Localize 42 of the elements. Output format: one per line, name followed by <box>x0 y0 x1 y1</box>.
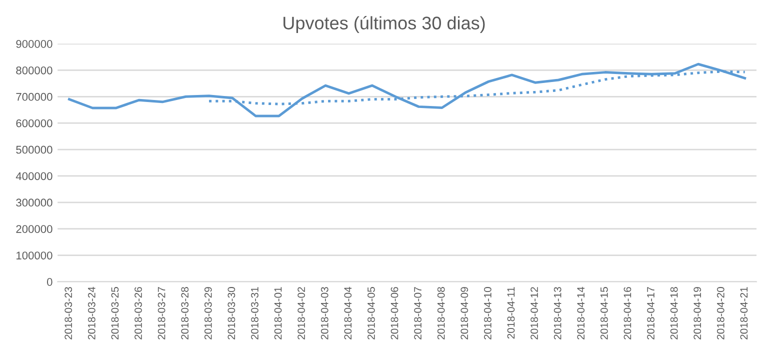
x-tick-label: 2018-04-13 <box>554 287 562 340</box>
x-tick-label: 2018-04-02 <box>298 287 306 340</box>
y-tick-label: 600000 <box>16 119 52 128</box>
x-tick-label: 2018-04-01 <box>274 287 282 340</box>
line-series <box>68 62 746 118</box>
x-tick-label: 2018-03-28 <box>181 287 189 340</box>
x-tick-label: 2018-04-11 <box>507 287 515 339</box>
y-tick-label: 500000 <box>16 146 52 154</box>
y-tick-label: 0 <box>46 278 52 286</box>
x-tick-label: 2018-04-03 <box>320 287 328 340</box>
x-tick-label: 2018-04-21 <box>740 287 748 340</box>
x-tick-label: 2018-04-08 <box>437 287 445 340</box>
x-tick-label: 2018-03-29 <box>204 287 212 340</box>
x-tick-label: 2018-03-25 <box>111 287 119 340</box>
y-tick-label: 100000 <box>16 252 52 260</box>
y-tick-label: 200000 <box>16 225 52 233</box>
x-tick-label: 2018-03-23 <box>64 287 72 340</box>
y-tick-label: 800000 <box>16 66 52 74</box>
x-tick-label: 2018-03-26 <box>134 287 142 340</box>
chart-title: Upvotes (últimos 30 dias) <box>284 16 485 34</box>
x-tick-label: 2018-04-10 <box>484 287 492 340</box>
x-tick-label: 2018-03-27 <box>158 287 166 340</box>
x-tick-label: 2018-03-24 <box>88 286 96 340</box>
x-tick-label: 2018-03-30 <box>228 287 236 340</box>
y-tick-label: 700000 <box>16 92 52 101</box>
x-tick-label: 2018-04-16 <box>624 287 632 340</box>
x-tick-label: 2018-04-12 <box>530 287 538 340</box>
x-tick-label: 2018-04-06 <box>390 287 398 340</box>
x-tick-label: 2018-04-17 <box>647 287 654 340</box>
y-tick-label: 900000 <box>16 40 52 48</box>
x-tick-label: 2018-04-15 <box>600 287 608 340</box>
x-tick-label: 2018-04-07 <box>414 287 422 340</box>
y-tick-label: 400000 <box>16 172 52 180</box>
x-tick-label: 2018-03-31 <box>251 287 258 340</box>
x-tick-label: 2018-04-09 <box>460 287 468 340</box>
x-tick-label: 2018-04-19 <box>694 287 702 340</box>
x-tick-label: 2018-04-14 <box>577 286 585 340</box>
y-tick-label: 300000 <box>16 198 52 207</box>
x-tick-label: 2018-04-05 <box>368 287 375 340</box>
x-tick-label: 2018-04-04 <box>344 286 352 340</box>
x-tick-label: 2018-04-20 <box>716 287 724 340</box>
x-tick-label: 2018-04-18 <box>670 287 678 340</box>
